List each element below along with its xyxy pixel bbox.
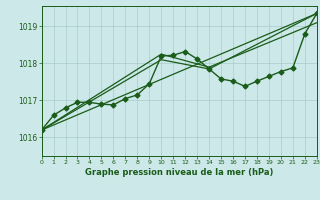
X-axis label: Graphe pression niveau de la mer (hPa): Graphe pression niveau de la mer (hPa) <box>85 168 273 177</box>
